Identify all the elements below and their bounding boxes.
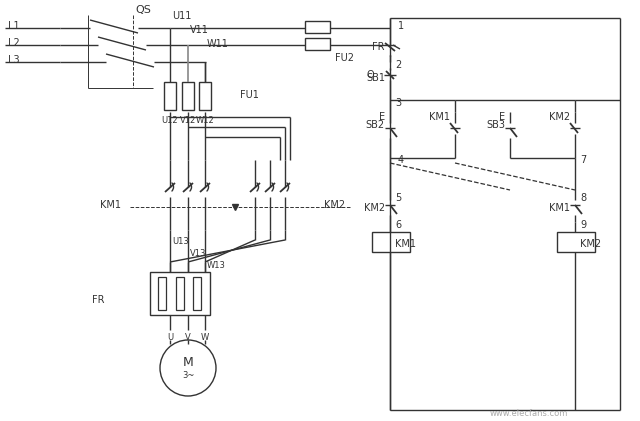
- Text: KM1: KM1: [549, 203, 570, 213]
- Text: W13: W13: [207, 261, 226, 269]
- Text: W11: W11: [207, 39, 229, 49]
- Text: 4: 4: [398, 155, 404, 165]
- Circle shape: [160, 340, 216, 396]
- Text: FR: FR: [92, 295, 104, 305]
- Text: V12: V12: [180, 115, 196, 125]
- Text: W: W: [201, 333, 209, 343]
- Text: SB2: SB2: [366, 120, 385, 130]
- Text: E: E: [379, 112, 385, 122]
- Text: M: M: [182, 355, 193, 368]
- Text: 5: 5: [395, 193, 401, 203]
- Text: 3: 3: [395, 98, 401, 108]
- Text: 2: 2: [395, 60, 401, 70]
- Text: KM2: KM2: [580, 239, 601, 249]
- Text: KM1: KM1: [429, 112, 450, 122]
- Text: L1: L1: [8, 21, 20, 31]
- Text: W12: W12: [196, 115, 214, 125]
- Text: KM1: KM1: [100, 200, 121, 210]
- Text: FR: FR: [372, 42, 385, 52]
- Bar: [372, 232, 410, 252]
- Text: U13: U13: [172, 237, 189, 245]
- Bar: [199, 82, 211, 110]
- Text: U: U: [167, 333, 173, 343]
- Bar: [557, 232, 595, 252]
- Text: FU2: FU2: [335, 53, 354, 63]
- Text: 8: 8: [580, 193, 586, 203]
- Bar: [158, 277, 166, 310]
- Bar: [164, 82, 176, 110]
- Text: E: E: [499, 112, 505, 122]
- Text: KM2: KM2: [549, 112, 570, 122]
- Text: 3~: 3~: [182, 370, 194, 379]
- Text: KM2: KM2: [324, 200, 345, 210]
- Text: U11: U11: [172, 11, 191, 21]
- Bar: [182, 82, 194, 110]
- Text: 1: 1: [398, 21, 404, 31]
- Text: 6: 6: [395, 220, 401, 230]
- Text: 7: 7: [580, 155, 586, 165]
- Text: FU1: FU1: [240, 90, 259, 100]
- Text: V11: V11: [190, 25, 209, 35]
- Bar: [305, 21, 330, 33]
- Text: SB3: SB3: [486, 120, 505, 130]
- Text: KM1: KM1: [395, 239, 416, 249]
- Text: L3: L3: [8, 55, 20, 65]
- Text: QS: QS: [135, 5, 151, 15]
- Text: O: O: [366, 70, 374, 80]
- Bar: [176, 277, 184, 310]
- Text: SB1: SB1: [366, 73, 385, 83]
- Text: www.elecfans.com: www.elecfans.com: [490, 408, 568, 418]
- Bar: [150, 272, 210, 315]
- Text: V13: V13: [190, 248, 206, 258]
- Bar: [305, 38, 330, 50]
- Text: 9: 9: [580, 220, 586, 230]
- Text: U12: U12: [162, 115, 179, 125]
- Text: KM2: KM2: [364, 203, 385, 213]
- Bar: [193, 277, 201, 310]
- Text: V: V: [185, 333, 191, 343]
- Text: L2: L2: [8, 38, 20, 48]
